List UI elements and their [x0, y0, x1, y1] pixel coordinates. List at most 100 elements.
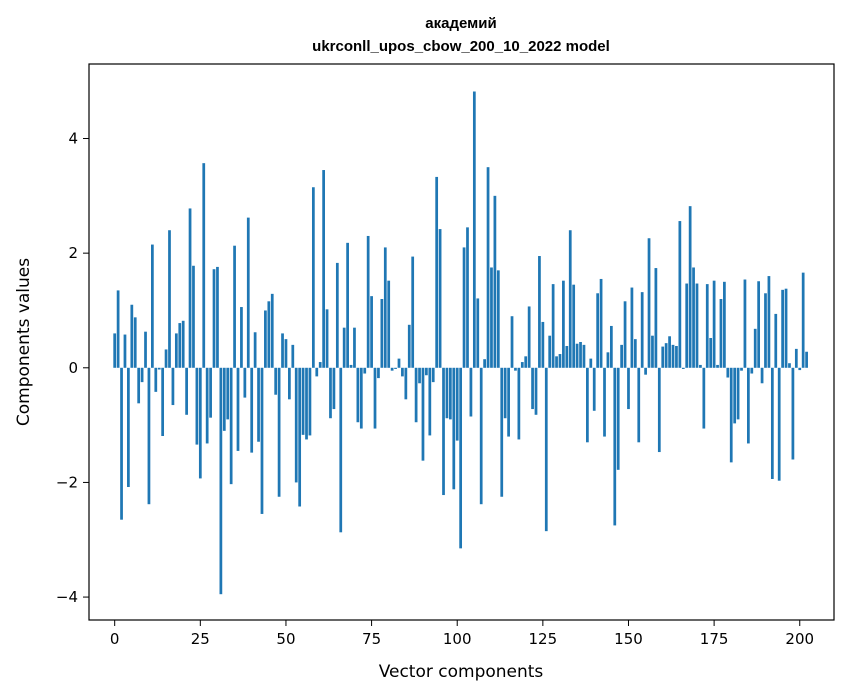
- bar: [579, 342, 582, 368]
- bar: [185, 367, 188, 415]
- bar: [123, 334, 127, 368]
- bar: [308, 367, 312, 436]
- bar: [692, 267, 695, 368]
- bar: [229, 367, 233, 485]
- bar: [609, 325, 613, 368]
- bar: [253, 332, 257, 368]
- bar: [401, 367, 404, 377]
- bar: [459, 367, 463, 549]
- bar: [654, 268, 658, 368]
- bar: [592, 367, 596, 411]
- bar: [726, 367, 730, 378]
- bar: [493, 195, 497, 368]
- bar: [250, 367, 254, 453]
- bar: [699, 364, 702, 368]
- bar: [723, 281, 726, 368]
- bar: [202, 163, 206, 368]
- bar: [212, 269, 216, 368]
- bar: [544, 367, 548, 532]
- bar: [582, 344, 586, 368]
- bar: [120, 367, 123, 520]
- bar: [671, 344, 675, 368]
- bar: [606, 352, 610, 368]
- bar-series: [113, 91, 808, 595]
- x-axis-label: Vector components: [379, 662, 544, 682]
- bar: [603, 367, 606, 437]
- bar: [712, 280, 716, 368]
- bar: [657, 367, 661, 453]
- bar: [342, 327, 346, 368]
- bar: [500, 367, 504, 497]
- chart-title-line1: академий: [425, 15, 496, 32]
- bar: [332, 367, 336, 410]
- bar: [198, 367, 202, 479]
- bar: [195, 367, 199, 445]
- bar: [428, 367, 432, 436]
- bar: [315, 367, 319, 377]
- bar: [520, 362, 524, 368]
- bar: [294, 367, 298, 483]
- bar: [359, 367, 363, 429]
- bar: [154, 367, 158, 392]
- y-tick-label: −2: [56, 473, 78, 491]
- bar: [298, 367, 302, 507]
- bar: [418, 367, 421, 384]
- bar: [353, 327, 356, 368]
- bar: [801, 272, 805, 368]
- bar: [750, 367, 754, 374]
- bar: [740, 367, 743, 371]
- bar: [760, 367, 764, 384]
- bar: [288, 367, 291, 400]
- bar: [784, 288, 788, 368]
- bar: [284, 339, 288, 368]
- bar: [472, 91, 476, 368]
- bar: [431, 367, 435, 383]
- bar: [630, 287, 634, 368]
- bar: [404, 367, 408, 400]
- x-axis-ticks: 0 25 50 75 100 125 150 175 200: [110, 620, 814, 648]
- bar: [373, 367, 377, 429]
- bar: [407, 324, 411, 368]
- bar: [346, 242, 349, 368]
- bar: [219, 367, 223, 595]
- bar: [394, 367, 397, 369]
- bar: [335, 262, 339, 368]
- bar: [805, 351, 808, 368]
- x-tick-label: 175: [700, 630, 729, 648]
- bar: [171, 367, 175, 406]
- bar: [164, 349, 168, 368]
- bar: [339, 367, 343, 533]
- bar: [414, 367, 418, 423]
- bar: [462, 247, 466, 368]
- bar: [541, 321, 545, 368]
- bar: [192, 265, 195, 368]
- bar: [216, 266, 219, 368]
- bar: [380, 299, 384, 368]
- bar: [390, 367, 394, 371]
- bar: [757, 281, 761, 368]
- bar: [438, 229, 442, 368]
- chart-title-line2: ukrconll_upos_cbow_200_10_2022 model: [312, 38, 610, 55]
- bar: [452, 367, 456, 490]
- bar: [637, 367, 641, 443]
- bar: [562, 280, 565, 368]
- bar: [311, 187, 315, 368]
- bar: [178, 323, 182, 368]
- y-axis-label: Components values: [14, 258, 34, 426]
- bar: [188, 208, 192, 368]
- bar: [329, 367, 332, 419]
- bar: [205, 367, 209, 444]
- bar: [236, 367, 240, 451]
- bar: [325, 309, 329, 368]
- bar: [260, 367, 264, 514]
- bar: [507, 367, 510, 437]
- bar: [705, 284, 709, 368]
- bar: [383, 247, 387, 368]
- bar: [174, 333, 178, 368]
- bar: [161, 367, 165, 436]
- bar: [627, 367, 630, 410]
- bar: [668, 336, 671, 368]
- bar: [719, 299, 723, 368]
